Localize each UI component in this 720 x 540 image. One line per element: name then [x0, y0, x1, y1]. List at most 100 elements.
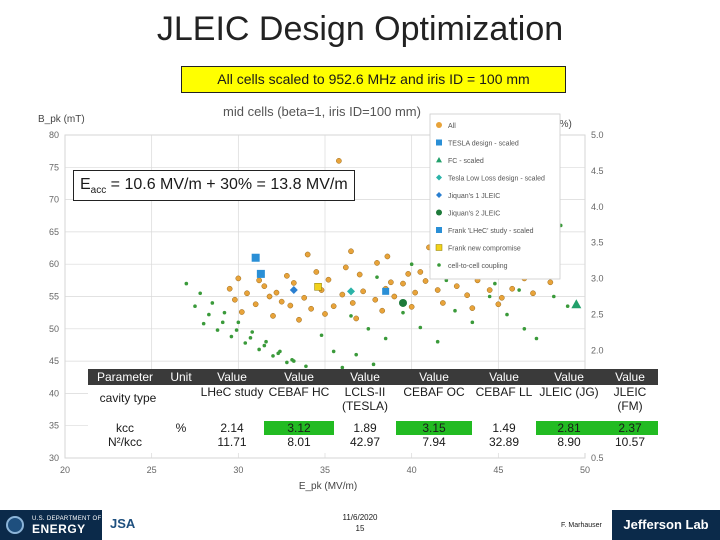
data-point-cell-to-cell-coupling	[409, 262, 414, 266]
y-tick-label: 55	[49, 292, 59, 302]
data-point-cell-to-cell-coupling	[250, 330, 254, 334]
data-point-all	[322, 311, 328, 317]
data-point-all	[304, 251, 311, 258]
data-point-cell-to-cell-coupling	[340, 365, 345, 370]
data-point-all	[270, 313, 276, 319]
data-point-cell-to-cell-coupling	[243, 341, 248, 345]
data-point-cell-to-cell-coupling	[257, 347, 261, 352]
data-point-tesla-design-scaled	[256, 269, 265, 278]
cavity-type-cell: JLEIC (FM)	[613, 385, 647, 413]
y-tick-label: 65	[49, 227, 59, 237]
data-point-cell-to-cell-coupling	[349, 314, 353, 318]
legend-marker	[436, 192, 442, 198]
data-point-all	[339, 291, 346, 298]
legend-marker	[436, 227, 442, 233]
data-point-cell-to-cell-coupling	[222, 310, 227, 315]
legend-label: Frank 'LHeC' study - scaled	[448, 228, 534, 235]
data-point-all	[464, 292, 470, 299]
kcc-value-cell: 1.49	[492, 421, 516, 435]
data-point-cell-to-cell-coupling	[215, 328, 220, 332]
legend-marker	[436, 157, 442, 163]
n2-kcc-value-cell: 42.97	[349, 435, 381, 449]
n2-kcc-value-cell: 32.89	[488, 435, 520, 449]
legend-label: cell-to-cell coupling	[448, 263, 508, 270]
legend-box	[429, 113, 561, 280]
data-point-all	[356, 271, 363, 278]
table-header-cell: Parameter	[88, 369, 162, 385]
x-tick-label: 50	[580, 465, 590, 475]
n2-kcc-value-cell: 8.90	[557, 435, 581, 449]
jefferson-lab-logo: Jefferson Lab	[612, 510, 720, 540]
data-point-cell-to-cell-coupling	[184, 281, 189, 286]
y-tick-label: 80	[49, 130, 59, 140]
data-point-all	[547, 279, 554, 286]
data-point-all	[266, 293, 273, 300]
data-point-cell-to-cell-coupling	[383, 336, 388, 341]
table-header-cell: Value	[396, 369, 472, 385]
table-header-cell: Value	[200, 369, 264, 385]
data-point-frank-lhec-study-scaled	[382, 287, 390, 295]
y2-tick-label: 3.0	[591, 274, 604, 284]
data-point-all	[530, 290, 536, 297]
data-point-all	[509, 285, 516, 292]
y2-tick-label: 5.0	[591, 130, 604, 140]
x-tick-label: 40	[407, 465, 417, 475]
doe-seal-icon	[6, 516, 24, 534]
data-point-all	[408, 303, 415, 310]
y2-tick-label: 3.5	[591, 238, 604, 248]
footer-page-number: 15	[355, 524, 365, 533]
data-point-all	[244, 290, 250, 297]
data-point-all	[261, 283, 268, 290]
data-point-cell-to-cell-coupling	[262, 343, 267, 348]
data-point-cell-to-cell-coupling	[264, 339, 268, 344]
data-point-all	[290, 280, 297, 286]
data-point-all	[226, 285, 233, 292]
data-point-cell-to-cell-coupling	[534, 336, 539, 341]
cavity-type-cell: CEBAF HC	[268, 385, 330, 399]
data-point-cell-to-cell-coupling	[198, 291, 202, 296]
y2-tick-label: 2.5	[591, 309, 604, 319]
doe-logo-line2: ENERGY	[32, 522, 86, 536]
data-point-cell-to-cell-coupling	[401, 310, 405, 315]
footer-date-text: 11/6/2020	[342, 513, 378, 522]
cavity-type-cell: LCLS-II (TESLA)	[341, 385, 388, 413]
data-point-tesla-low-loss-design-scaled	[347, 287, 355, 296]
jsa-logo: JSA	[110, 516, 136, 531]
data-point-cell-to-cell-coupling	[220, 320, 225, 325]
data-point-all	[422, 278, 429, 284]
legend-label: Frank new compromise	[448, 246, 521, 253]
data-point-tesla-design-scaled	[251, 253, 260, 262]
data-point-cell-to-cell-coupling	[207, 312, 211, 317]
data-point-cell-to-cell-coupling	[470, 320, 475, 325]
x-tick-label: 35	[320, 465, 330, 475]
kcc-value-cell: 1.89	[353, 421, 377, 435]
data-point-cell-to-cell-coupling	[229, 334, 234, 339]
slide-title: JLEIC Design Optimization	[156, 10, 564, 48]
kcc-value-cell: 2.14	[220, 421, 244, 435]
data-point-cell-to-cell-coupling	[552, 294, 556, 299]
kcc-value-cell: 3.12	[264, 421, 334, 435]
data-point-cell-to-cell-coupling	[210, 301, 215, 305]
kcc-value-cell: 2.81	[536, 421, 602, 435]
data-point-fc-scaled	[571, 299, 582, 309]
legend-marker	[436, 122, 442, 128]
table-header-cell: Value	[536, 369, 602, 385]
data-point-cell-to-cell-coupling	[234, 328, 239, 332]
legend-label: Jiquan's 1 JLEIC	[448, 193, 500, 200]
y-tick-label: 35	[49, 421, 59, 431]
legend-label: Jiquan's 2 JLEIC	[448, 211, 500, 218]
legend-marker	[437, 263, 441, 267]
n2-kcc-value-cell: 8.01	[287, 435, 311, 449]
legend-marker	[436, 209, 442, 216]
data-point-all	[232, 296, 238, 303]
row-label-n2-kcc: N²/kcc	[108, 435, 142, 449]
footer-date: 11/6/2020 15	[320, 512, 400, 534]
data-point-cell-to-cell-coupling	[201, 321, 206, 326]
data-point-all	[400, 280, 406, 287]
data-point-all	[495, 301, 502, 308]
data-point-all	[391, 293, 398, 300]
data-point-jiquan-s-1-jleic	[289, 286, 298, 295]
data-point-all	[405, 271, 412, 277]
data-point-cell-to-cell-coupling	[304, 364, 308, 369]
legend-marker	[435, 244, 443, 251]
